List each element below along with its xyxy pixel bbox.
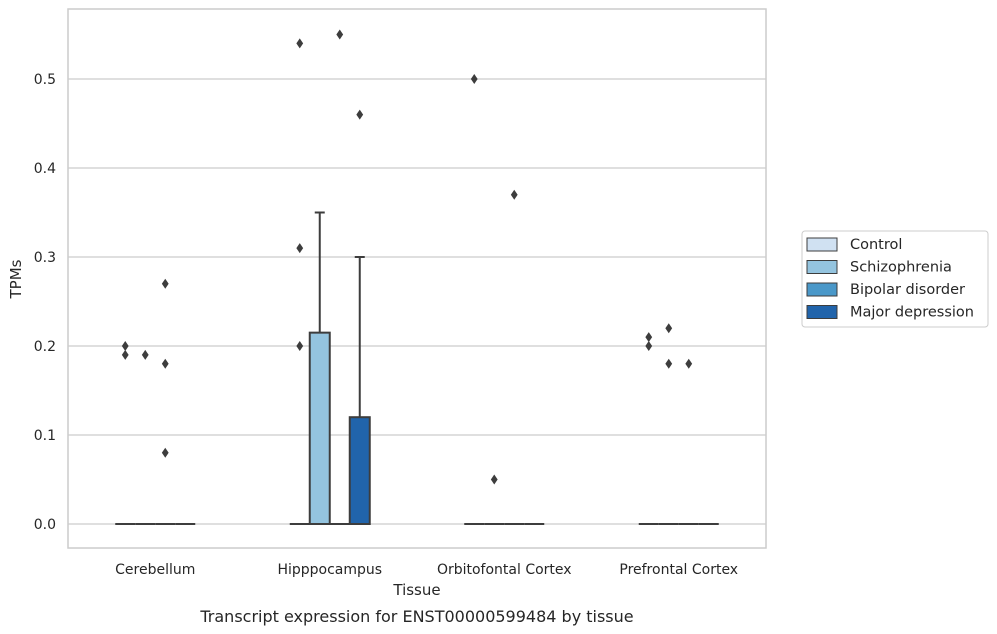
- outlier-point: [121, 349, 129, 360]
- box-group: [504, 189, 525, 525]
- outlier-point: [161, 447, 169, 458]
- outlier-point: [296, 38, 304, 49]
- x-tick-label: Orbitofontal Cortex: [437, 562, 572, 578]
- outlier-point: [141, 349, 149, 360]
- outlier-point: [510, 189, 518, 200]
- legend-swatch: [806, 237, 838, 252]
- outlier-point: [490, 474, 498, 485]
- box-group: [638, 332, 659, 525]
- outlier-point: [665, 323, 673, 334]
- outlier-point: [665, 358, 673, 369]
- box-group: [348, 109, 371, 526]
- outlier-point: [161, 358, 169, 369]
- outlier-point: [296, 341, 304, 351]
- legend: Control Schizophrenia Bipolar disorder Majo…: [801, 230, 989, 328]
- box-group: [329, 29, 350, 525]
- legend-swatch: [806, 305, 838, 319]
- box-group: [135, 349, 156, 525]
- box-group: [115, 341, 136, 525]
- x-axis-ticks: Cerebellum Hipppocampus Orbitofontal Corte…: [115, 562, 738, 578]
- gridlines: [68, 78, 766, 525]
- legend-label: Bipolar disorder: [850, 282, 965, 298]
- box: [348, 416, 371, 526]
- plot-area-frame: [67, 8, 767, 549]
- box-group: [308, 211, 331, 525]
- legend-label: Schizophrenia: [850, 260, 952, 276]
- y-tick-label: 0.2: [34, 339, 56, 355]
- outlier-point: [470, 74, 478, 84]
- legend-frame: [801, 230, 989, 328]
- y-tick-label: 0.1: [34, 428, 56, 444]
- legend-swatch: [806, 282, 838, 297]
- legend-label: Major depression: [850, 305, 974, 321]
- y-axis-title: TPMs: [7, 259, 25, 299]
- x-axis-title: Tissue: [392, 581, 440, 599]
- legend-label: Control: [850, 237, 902, 253]
- y-tick-label: 0.5: [34, 72, 56, 88]
- outlier-point: [645, 332, 653, 343]
- box-group: [464, 74, 485, 525]
- legend-swatch: [806, 260, 838, 274]
- outlier-point: [685, 358, 693, 369]
- y-tick-label: 0.0: [34, 517, 56, 533]
- x-tick-label: Prefrontal Cortex: [619, 562, 738, 578]
- box: [308, 331, 331, 525]
- box-group: [678, 358, 699, 525]
- x-tick-label: Cerebellum: [115, 562, 195, 578]
- outlier-point: [121, 341, 129, 351]
- y-tick-label: 0.4: [34, 161, 56, 177]
- box-group: [484, 474, 505, 525]
- box-group: [289, 38, 310, 525]
- outlier-point: [161, 278, 169, 289]
- box-group: [155, 278, 176, 525]
- chart-caption: Transcript expression for ENST0000059948…: [199, 607, 633, 626]
- outlier-point: [296, 243, 304, 254]
- plot-marks: [115, 29, 719, 526]
- box-group: [658, 323, 679, 525]
- y-axis-ticks: 0.0 0.1 0.2 0.3 0.4 0.5: [34, 72, 56, 533]
- y-tick-label: 0.3: [34, 250, 56, 266]
- outlier-point: [356, 109, 364, 120]
- x-tick-label: Hipppocampus: [277, 562, 382, 578]
- outlier-point: [336, 29, 344, 40]
- outlier-point: [645, 341, 653, 351]
